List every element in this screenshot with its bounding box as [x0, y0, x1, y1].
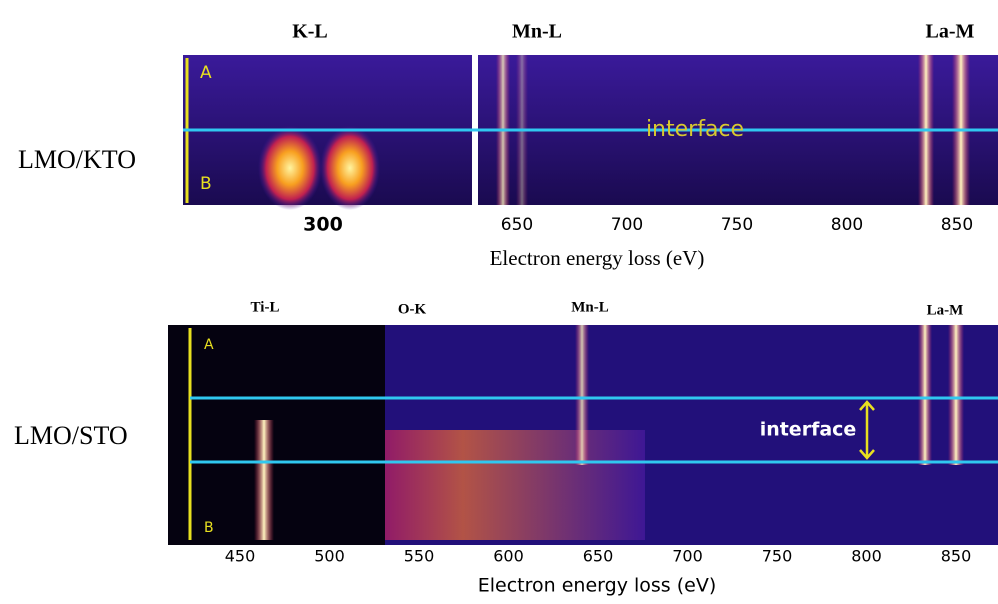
signal	[320, 126, 380, 210]
tick-label: 450	[225, 547, 256, 566]
tick-label: 700	[611, 215, 643, 235]
x-axis: 650 700 750 800 850	[501, 215, 973, 235]
spectrum-image	[168, 325, 385, 545]
marker: B	[204, 520, 214, 536]
tick-label: 300	[303, 214, 343, 236]
edge-label: La-M	[927, 302, 964, 318]
axis-label: Electron energy loss (eV)	[490, 246, 705, 270]
tick-label: 600	[493, 547, 524, 566]
marker: B	[200, 174, 212, 194]
edge-label: Mn-L	[512, 21, 562, 43]
tick-label: 750	[762, 547, 793, 566]
annotation: interface	[760, 419, 857, 441]
signal	[385, 430, 645, 540]
signal	[258, 126, 322, 210]
arrow	[859, 400, 875, 460]
label-box	[915, 298, 977, 324]
sample-label: LMO/STO	[14, 421, 128, 450]
tick-label: 700	[672, 547, 703, 566]
bottom-panel: A B interface Ti-L O-K Mn-L La-M 450 500 5…	[168, 298, 998, 597]
tick-label: 850	[941, 215, 973, 235]
edge-label: La-M	[926, 21, 975, 43]
signal	[948, 325, 964, 465]
x-axis: 450 500 550 600 650 700 750 800 850	[225, 547, 972, 566]
marker: A	[204, 337, 214, 353]
signal	[254, 420, 274, 540]
tick-label: 800	[831, 215, 863, 235]
signal	[575, 325, 589, 465]
tick-label: 650	[583, 547, 614, 566]
top-panel: A B interface K-L Mn-L La-M 300 650 700 75…	[183, 21, 998, 270]
tick-label: 850	[941, 547, 972, 566]
edge-label: Ti-L	[251, 299, 280, 315]
tick-label: 500	[314, 547, 345, 566]
edge-label: Mn-L	[571, 299, 609, 315]
tick-label: 550	[404, 547, 435, 566]
axis-label: Electron energy loss (eV)	[478, 575, 716, 597]
annotation: interface	[646, 117, 744, 142]
signal	[918, 325, 932, 465]
sample-label: LMO/KTO	[18, 145, 136, 174]
marker: A	[200, 63, 212, 83]
tick-label: 750	[721, 215, 753, 235]
tick-label: 800	[851, 547, 882, 566]
edge-label: K-L	[292, 21, 328, 43]
tick-label: 650	[501, 215, 533, 235]
edge-label: O-K	[398, 301, 427, 317]
